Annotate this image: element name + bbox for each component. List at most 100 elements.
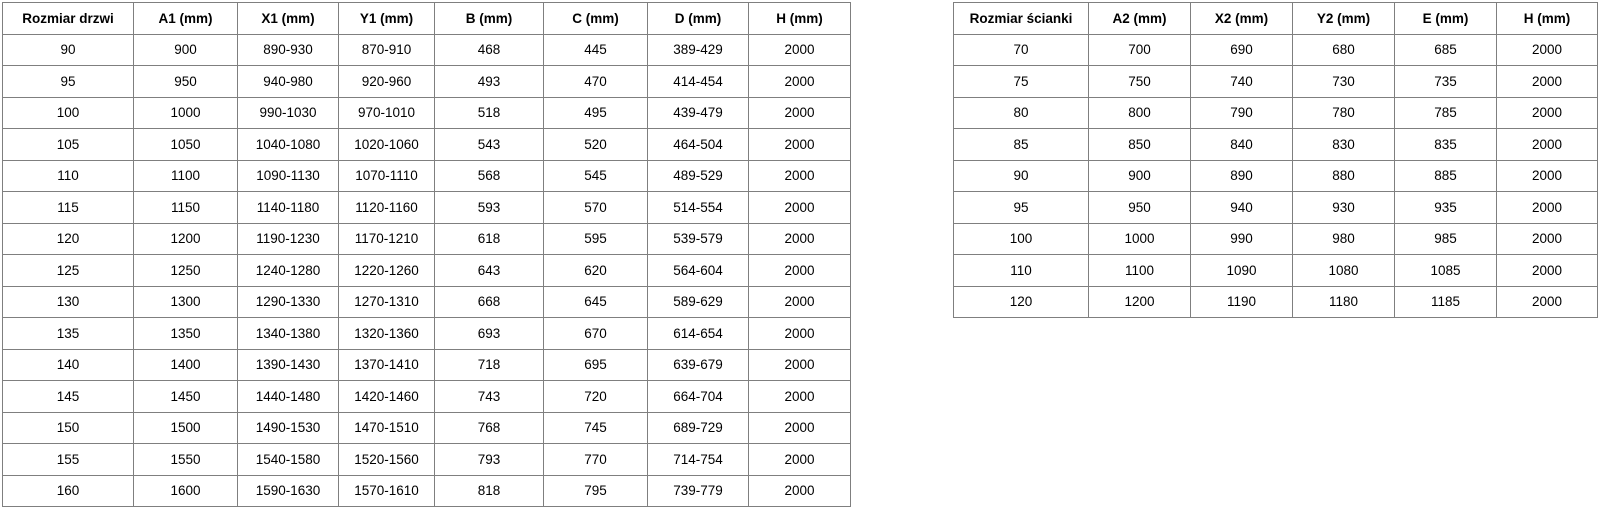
table-cell: 1170-1210 [338, 222, 435, 255]
table-cell: 1090 [1190, 254, 1293, 287]
table-cell: 2000 [748, 348, 851, 381]
table-cell: 689-729 [647, 411, 749, 444]
column-header: Y1 (mm) [338, 2, 435, 35]
table-cell: 493 [434, 65, 544, 98]
column-header: A2 (mm) [1088, 2, 1191, 35]
table-cell: 2000 [748, 285, 851, 318]
table-cell: 1085 [1394, 254, 1497, 287]
header-row: Rozmiar drzwi A1 (mm) X1 (mm) Y1 (mm) B (mm)… [2, 2, 851, 35]
table-cell: 135 [2, 317, 134, 350]
table-cell: 920-960 [338, 65, 435, 98]
table-cell: 1000 [133, 96, 238, 129]
table-cell: 940 [1190, 191, 1293, 224]
table-cell: 643 [434, 254, 544, 287]
table-cell: 780 [1292, 96, 1395, 129]
table-cell: 445 [543, 33, 648, 66]
table-row: 150 1500 1490-1530 1470-1510 768 745 689-729 20… [2, 411, 851, 444]
table-cell: 1550 [133, 443, 238, 476]
table-cell: 568 [434, 159, 544, 192]
table-cell: 105 [2, 128, 134, 161]
table-cell: 795 [543, 474, 648, 507]
header-row: Rozmiar ścianki A2 (mm) X2 (mm) Y2 (mm) E (m… [953, 2, 1598, 35]
table-row: 100 1000 990-1030 970-1010 518 495 439-479 2000 [2, 96, 851, 129]
table-cell: 130 [2, 285, 134, 318]
table-cell: 1200 [133, 222, 238, 255]
table-cell: 489-529 [647, 159, 749, 192]
table-cell: 2000 [1496, 65, 1598, 98]
table-cell: 2000 [748, 222, 851, 255]
table-row: 120 1200 1190 1180 1185 2000 [953, 285, 1598, 318]
table-cell: 495 [543, 96, 648, 129]
table-cell: 1390-1430 [237, 348, 339, 381]
table-cell: 1490-1530 [237, 411, 339, 444]
table-cell: 95 [2, 65, 134, 98]
table-cell: 545 [543, 159, 648, 192]
table-cell: 770 [543, 443, 648, 476]
table-cell: 593 [434, 191, 544, 224]
table-cell: 90 [2, 33, 134, 66]
table-cell: 830 [1292, 128, 1395, 161]
table-cell: 985 [1394, 222, 1497, 255]
table-cell: 614-654 [647, 317, 749, 350]
table-row: 95 950 940 930 935 2000 [953, 191, 1598, 224]
table-cell: 1020-1060 [338, 128, 435, 161]
table-row: 155 1550 1540-1580 1520-1560 793 770 714-754 20… [2, 443, 851, 476]
table-cell: 2000 [748, 128, 851, 161]
table-cell: 2000 [748, 474, 851, 507]
table-cell: 464-504 [647, 128, 749, 161]
table-cell: 880 [1292, 159, 1395, 192]
table-cell: 1570-1610 [338, 474, 435, 507]
table-cell: 85 [953, 128, 1089, 161]
table-cell: 2000 [1496, 285, 1598, 318]
table-cell: 2000 [748, 443, 851, 476]
column-header: D (mm) [647, 2, 749, 35]
table-cell: 930 [1292, 191, 1395, 224]
table-cell: 790 [1190, 96, 1293, 129]
table-cell: 2000 [748, 411, 851, 444]
table-cell: 935 [1394, 191, 1497, 224]
table-row: 90 900 890-930 870-910 468 445 389-429 2000 [2, 33, 851, 66]
table-cell: 125 [2, 254, 134, 287]
table-cell: 2000 [1496, 191, 1598, 224]
table-cell: 145 [2, 380, 134, 413]
table-cell: 520 [543, 128, 648, 161]
column-header: Rozmiar drzwi [2, 2, 134, 35]
table-cell: 850 [1088, 128, 1191, 161]
table-cell: 645 [543, 285, 648, 318]
table-cell: 1270-1310 [338, 285, 435, 318]
column-header: H (mm) [748, 2, 851, 35]
table-cell: 1250 [133, 254, 238, 287]
table-cell: 110 [2, 159, 134, 192]
table-cell: 1150 [133, 191, 238, 224]
table-row: 120 1200 1190-1230 1170-1210 618 595 539-579 20… [2, 222, 851, 255]
table-cell: 1120-1160 [338, 191, 435, 224]
table-cell: 980 [1292, 222, 1395, 255]
table-cell: 714-754 [647, 443, 749, 476]
table-cell: 743 [434, 380, 544, 413]
table-cell: 668 [434, 285, 544, 318]
door-size-table: Rozmiar drzwi A1 (mm) X1 (mm) Y1 (mm) B (mm)… [2, 2, 851, 507]
table-cell: 100 [2, 96, 134, 129]
table-cell: 970-1010 [338, 96, 435, 129]
table-cell: 1180 [1292, 285, 1395, 318]
table-cell: 840 [1190, 128, 1293, 161]
table-cell: 90 [953, 159, 1089, 192]
column-header: X1 (mm) [237, 2, 339, 35]
table-row: 90 900 890 880 885 2000 [953, 159, 1598, 192]
table-cell: 885 [1394, 159, 1497, 192]
column-header: Rozmiar ścianki [953, 2, 1089, 35]
table-cell: 115 [2, 191, 134, 224]
table-row: 80 800 790 780 785 2000 [953, 96, 1598, 129]
table-cell: 750 [1088, 65, 1191, 98]
table-cell: 1200 [1088, 285, 1191, 318]
table-cell: 693 [434, 317, 544, 350]
table-row: 110 1100 1090-1130 1070-1110 568 545 489-529 20… [2, 159, 851, 192]
table-cell: 690 [1190, 33, 1293, 66]
table-cell: 1520-1560 [338, 443, 435, 476]
table-cell: 1350 [133, 317, 238, 350]
table-cell: 664-704 [647, 380, 749, 413]
table-cell: 730 [1292, 65, 1395, 98]
table-cell: 543 [434, 128, 544, 161]
table-cell: 2000 [748, 65, 851, 98]
column-header: C (mm) [543, 2, 648, 35]
